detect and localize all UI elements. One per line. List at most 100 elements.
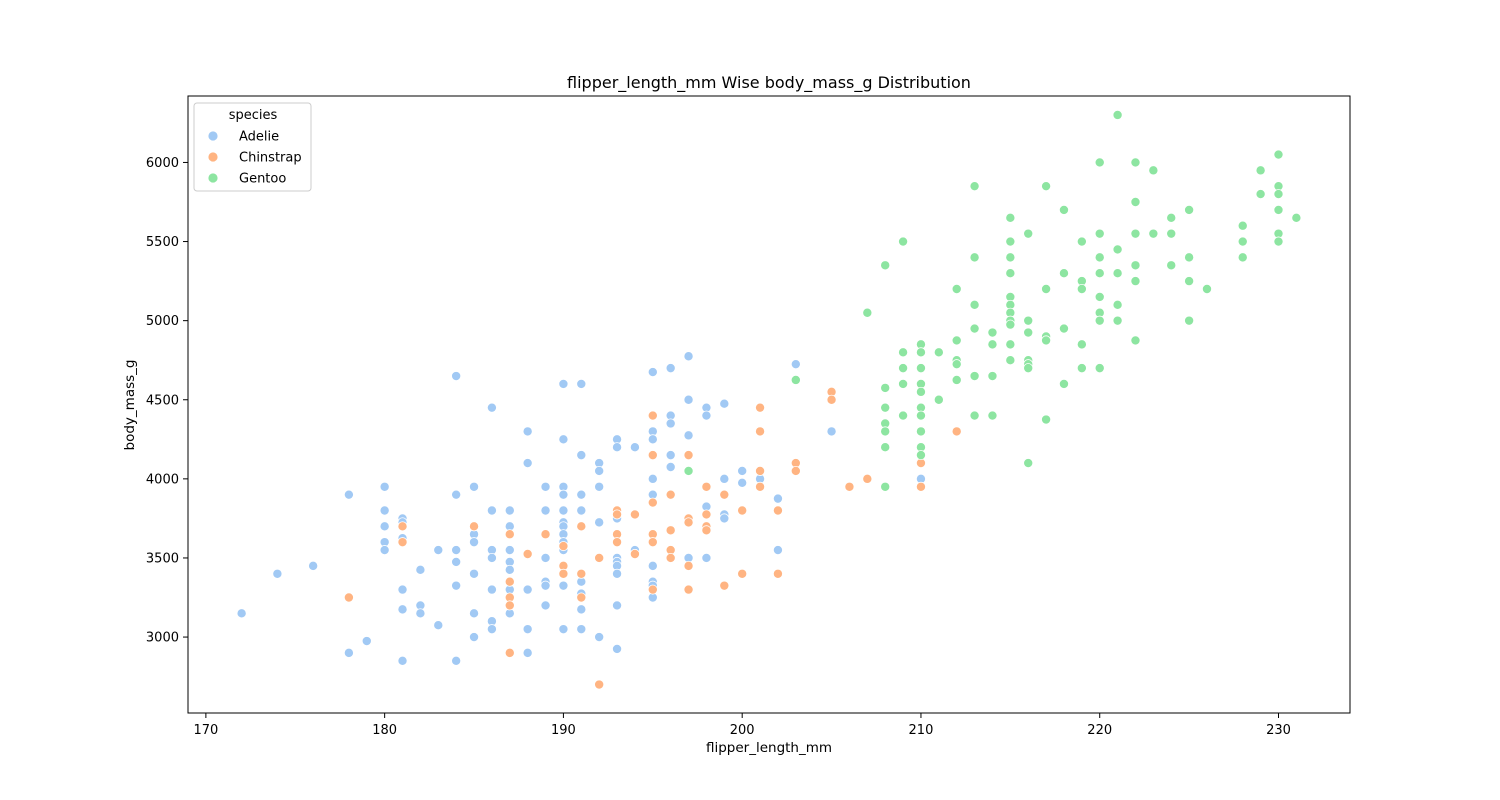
data-point xyxy=(665,461,676,472)
data-point xyxy=(1184,315,1195,326)
data-point xyxy=(1112,109,1123,120)
data-point xyxy=(540,529,551,540)
data-point xyxy=(987,410,998,421)
data-point xyxy=(540,552,551,563)
data-point xyxy=(1058,268,1069,279)
data-point xyxy=(987,327,998,338)
data-point xyxy=(433,620,444,631)
data-point xyxy=(880,382,891,393)
data-point xyxy=(719,398,730,409)
data-point xyxy=(701,552,712,563)
data-point xyxy=(1041,414,1052,425)
data-point xyxy=(665,363,676,374)
data-point xyxy=(719,513,730,524)
data-point xyxy=(701,410,712,421)
data-point xyxy=(665,552,676,563)
data-point xyxy=(397,604,408,615)
data-point xyxy=(1130,335,1141,346)
data-point xyxy=(1255,165,1266,176)
data-point xyxy=(880,442,891,453)
data-point xyxy=(755,426,766,437)
data-point xyxy=(576,378,587,389)
data-point xyxy=(772,493,783,504)
data-point xyxy=(629,549,640,560)
data-point xyxy=(755,481,766,492)
data-point xyxy=(486,505,497,516)
data-point xyxy=(558,580,569,591)
data-point xyxy=(1023,315,1034,326)
data-point xyxy=(1094,228,1105,239)
data-point xyxy=(683,465,694,476)
data-point xyxy=(451,655,462,666)
data-point xyxy=(790,374,801,385)
data-point xyxy=(1112,315,1123,326)
data-point xyxy=(576,568,587,579)
series-chinstrap xyxy=(343,347,962,690)
data-point xyxy=(1148,228,1159,239)
data-point xyxy=(397,537,408,548)
data-point xyxy=(1023,327,1034,338)
data-point xyxy=(898,378,909,389)
data-point xyxy=(1255,189,1266,200)
data-point xyxy=(880,402,891,413)
data-point xyxy=(898,236,909,247)
data-point xyxy=(969,181,980,192)
data-point xyxy=(701,525,712,536)
data-point xyxy=(576,521,587,532)
data-point xyxy=(1023,363,1034,374)
data-point xyxy=(1076,236,1087,247)
data-point xyxy=(737,568,748,579)
data-point xyxy=(397,584,408,595)
data-point xyxy=(1005,252,1016,263)
y-tick-label: 6000 xyxy=(146,156,179,171)
data-point xyxy=(683,351,694,362)
data-point xyxy=(719,473,730,484)
data-point xyxy=(594,481,605,492)
data-point xyxy=(379,505,390,516)
points-layer xyxy=(236,109,1302,690)
data-point xyxy=(522,549,533,560)
data-point xyxy=(540,505,551,516)
data-point xyxy=(1058,323,1069,334)
data-point xyxy=(1041,284,1052,295)
data-point xyxy=(1273,149,1284,160)
data-point xyxy=(951,335,962,346)
data-point xyxy=(915,450,926,461)
y-tick-label: 4000 xyxy=(146,472,179,487)
data-point xyxy=(898,347,909,358)
data-point xyxy=(772,568,783,579)
y-tick-label: 3000 xyxy=(146,631,179,646)
data-point xyxy=(343,489,354,500)
data-point xyxy=(1094,315,1105,326)
data-point xyxy=(665,418,676,429)
data-point xyxy=(915,426,926,437)
data-point xyxy=(755,402,766,413)
data-point xyxy=(951,426,962,437)
data-point xyxy=(576,604,587,615)
data-point xyxy=(683,450,694,461)
data-point xyxy=(1094,291,1105,302)
x-tick-label: 190 xyxy=(551,723,576,738)
data-point xyxy=(987,339,998,350)
data-point xyxy=(683,517,694,528)
data-point xyxy=(1005,355,1016,366)
data-point xyxy=(647,560,658,571)
data-point xyxy=(647,584,658,595)
data-point xyxy=(737,465,748,476)
data-point xyxy=(701,509,712,520)
data-point xyxy=(379,521,390,532)
data-point xyxy=(1005,319,1016,330)
data-point xyxy=(540,600,551,611)
data-point xyxy=(612,442,623,453)
x-tick-label: 170 xyxy=(193,723,218,738)
data-point xyxy=(915,386,926,397)
data-point xyxy=(379,481,390,492)
data-point xyxy=(469,521,480,532)
data-point xyxy=(862,307,873,318)
y-tick-label: 5500 xyxy=(146,235,179,250)
data-point xyxy=(558,505,569,516)
data-point xyxy=(1023,228,1034,239)
data-point xyxy=(1112,299,1123,310)
data-point xyxy=(951,284,962,295)
data-point xyxy=(683,584,694,595)
